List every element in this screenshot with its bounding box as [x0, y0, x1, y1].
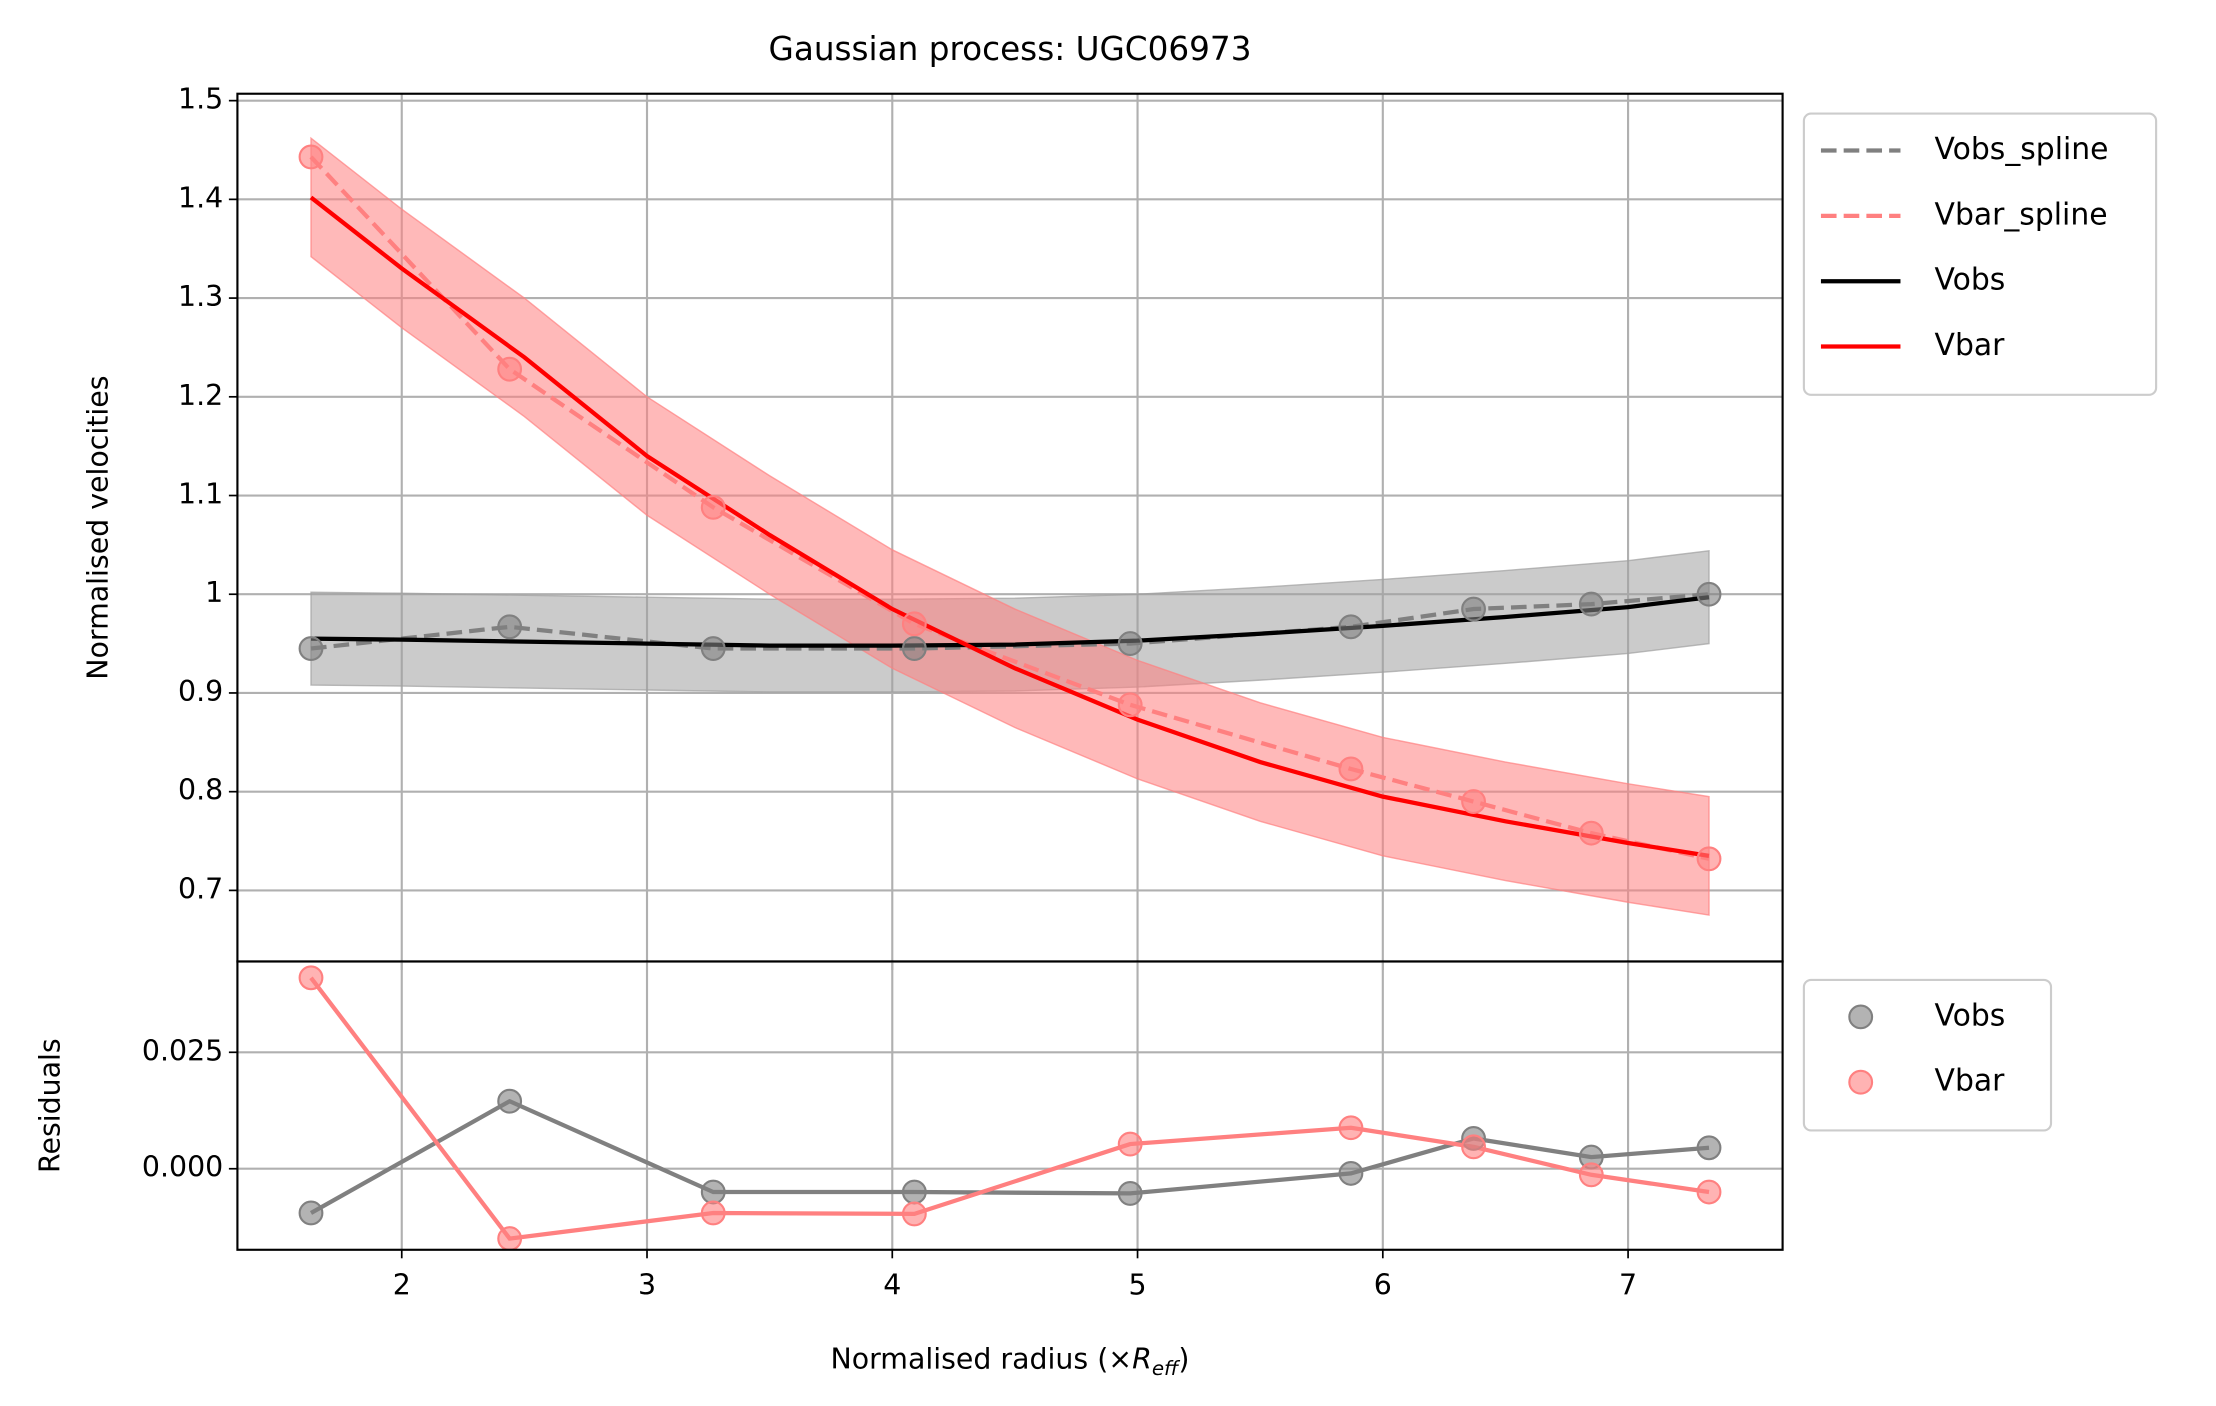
chart-title: Gaussian process: UGC06973 [769, 30, 1252, 68]
data-point [1117, 692, 1143, 718]
legend-box [1802, 978, 2053, 1132]
data-point [1117, 1180, 1143, 1206]
data-point [901, 1179, 927, 1205]
data-point [1461, 789, 1486, 814]
series-line [309, 155, 1710, 861]
x-axis-label-part: ) [1178, 1343, 1189, 1376]
legend-label: Vbar [1935, 328, 2006, 363]
plot-area [298, 965, 1722, 1250]
x-tick-label: 5 [1129, 1269, 1147, 1302]
data-point [1338, 1115, 1364, 1141]
y-tick-label: 1.4 [178, 181, 223, 214]
y-axis-label: Normalised velocities [82, 375, 115, 679]
y-tick-label: 1.2 [178, 379, 223, 412]
x-tick-label: 7 [1619, 1269, 1637, 1302]
y-tick-label: 1.5 [178, 83, 223, 116]
x-tick-label: 2 [393, 1269, 411, 1302]
data-point [1578, 591, 1604, 617]
data-point [1338, 756, 1364, 782]
data-point [1696, 1179, 1722, 1205]
y-tick-label: 0.000 [142, 1151, 223, 1184]
data-point [901, 1201, 927, 1227]
data-point [1578, 820, 1604, 846]
plot-area [298, 136, 1722, 916]
legend-label: Vbar [1935, 1064, 2006, 1099]
y-tick-label: 0.8 [178, 774, 223, 807]
data-point [497, 1088, 523, 1114]
x-tick-label: 4 [883, 1269, 901, 1302]
series-line [309, 195, 1710, 858]
data-point [1461, 1134, 1486, 1160]
data-point [901, 636, 927, 661]
data-point [1338, 614, 1364, 640]
y-tick-label: 1.3 [178, 280, 223, 313]
data-point [497, 356, 523, 382]
data-point [1696, 846, 1722, 872]
data-point [298, 144, 324, 170]
data-point [700, 1200, 726, 1226]
series-line [309, 1098, 1710, 1215]
axes-frame [236, 960, 1784, 1251]
data-point [700, 636, 726, 661]
data-point [901, 611, 927, 637]
data-point [1117, 631, 1143, 657]
legend-swatch [1848, 1004, 1874, 1030]
y-tick-label: 0.7 [178, 872, 223, 905]
y-tick-label: 1 [205, 576, 223, 609]
data-point [497, 1226, 523, 1250]
data-point [1578, 1162, 1604, 1188]
series-line [310, 595, 1710, 648]
y-tick-label: 0.025 [142, 1034, 223, 1067]
x-tick-label: 6 [1374, 1269, 1392, 1302]
x-tick-label: 3 [638, 1269, 656, 1302]
data-point [298, 636, 324, 661]
data-point [1338, 1160, 1364, 1186]
data-point [298, 1200, 324, 1226]
legend-label: Vbar_spline [1935, 197, 2108, 232]
y-axis-label: Residuals [33, 1038, 66, 1173]
data-point [700, 494, 726, 520]
x-axis-label-part: R [1132, 1343, 1152, 1376]
data-point [1696, 1135, 1722, 1161]
data-point [1461, 596, 1486, 622]
y-tick-label: 1.1 [178, 478, 223, 511]
data-point [1117, 1131, 1143, 1157]
data-point [298, 965, 324, 991]
x-axis-label-part: eff [1152, 1357, 1181, 1380]
y-tick-label: 0.9 [178, 675, 223, 708]
legend-swatch [1848, 1069, 1874, 1095]
data-point [1696, 581, 1722, 607]
legend-label: Vobs_spline [1935, 132, 2109, 167]
data-point [497, 614, 523, 640]
legend-box [1802, 112, 2158, 396]
confidence-band [310, 136, 1710, 916]
legend-label: Vobs [1935, 263, 2006, 298]
x-axis-label-part: Normalised radius (× [831, 1343, 1133, 1376]
x-axis-label: Normalised radius (×Reff) [831, 1343, 1190, 1380]
legend-label: Vobs [1935, 998, 2006, 1033]
data-point [700, 1179, 726, 1205]
